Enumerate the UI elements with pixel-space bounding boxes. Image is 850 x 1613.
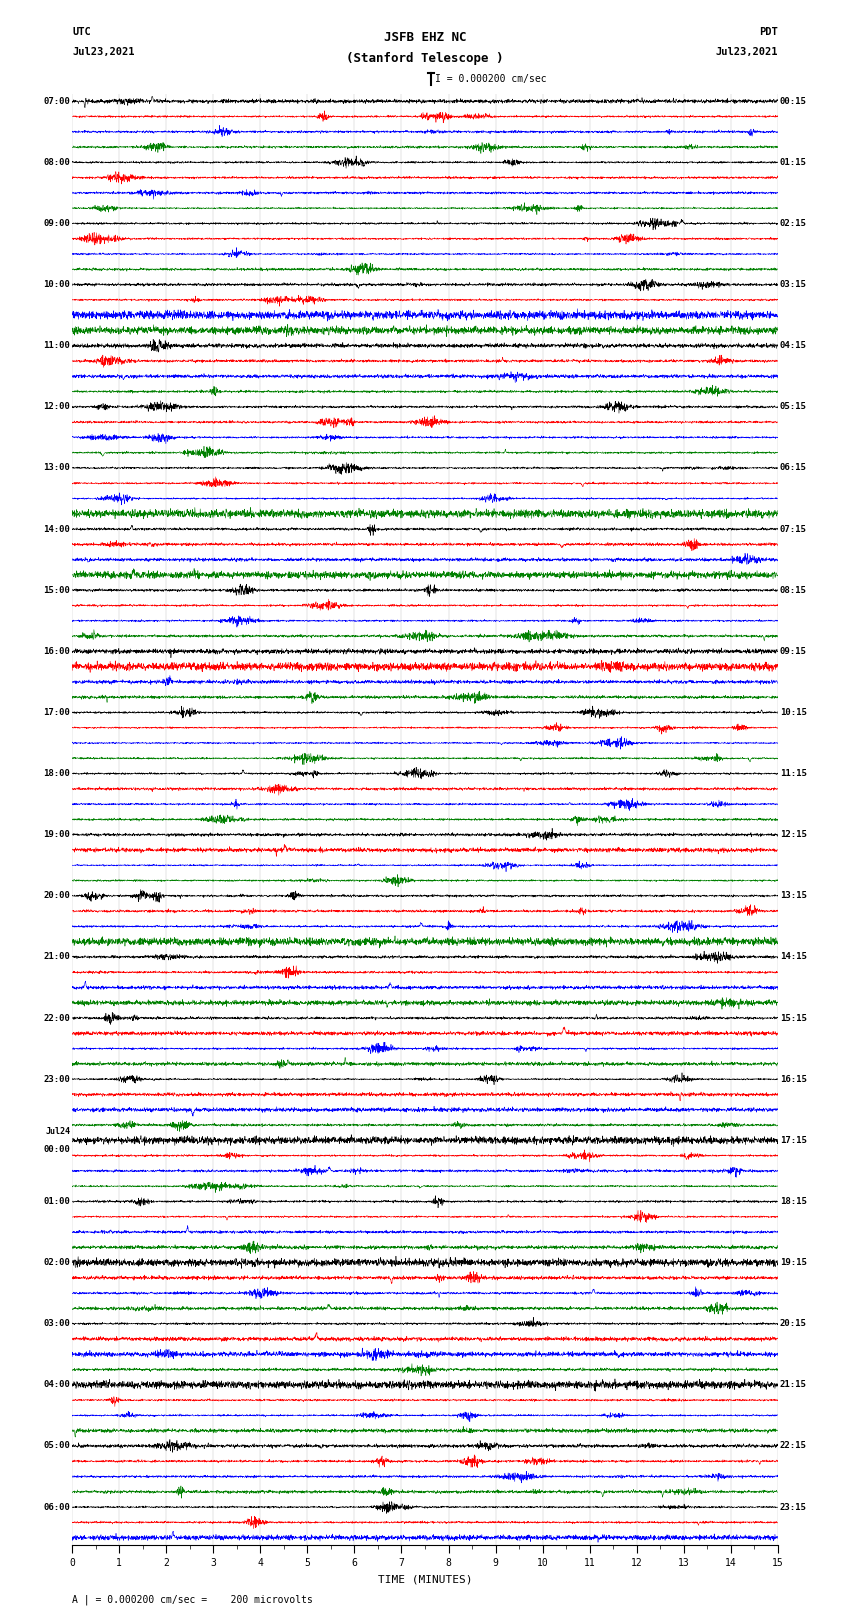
Text: 23:15: 23:15 xyxy=(779,1503,807,1511)
Text: 10:00: 10:00 xyxy=(43,281,71,289)
Text: 13:00: 13:00 xyxy=(43,463,71,473)
Text: 04:15: 04:15 xyxy=(779,342,807,350)
Text: 00:00: 00:00 xyxy=(43,1145,71,1153)
Text: 01:15: 01:15 xyxy=(779,158,807,166)
Text: A | = 0.000200 cm/sec =    200 microvolts: A | = 0.000200 cm/sec = 200 microvolts xyxy=(72,1595,313,1605)
Text: 12:00: 12:00 xyxy=(43,402,71,411)
Text: 16:15: 16:15 xyxy=(779,1074,807,1084)
Text: 00:15: 00:15 xyxy=(779,97,807,106)
Text: 02:00: 02:00 xyxy=(43,1258,71,1268)
Text: 06:15: 06:15 xyxy=(779,463,807,473)
Text: 11:15: 11:15 xyxy=(779,769,807,777)
Text: 04:00: 04:00 xyxy=(43,1381,71,1389)
Text: (Stanford Telescope ): (Stanford Telescope ) xyxy=(346,52,504,65)
Text: Jul23,2021: Jul23,2021 xyxy=(715,47,778,56)
Text: 07:00: 07:00 xyxy=(43,97,71,106)
Text: 16:00: 16:00 xyxy=(43,647,71,656)
Text: 05:00: 05:00 xyxy=(43,1442,71,1450)
Text: 09:00: 09:00 xyxy=(43,219,71,227)
Text: 19:15: 19:15 xyxy=(779,1258,807,1268)
Text: 14:15: 14:15 xyxy=(779,952,807,961)
Text: JSFB EHZ NC: JSFB EHZ NC xyxy=(383,31,467,44)
Text: 07:15: 07:15 xyxy=(779,524,807,534)
Text: 09:15: 09:15 xyxy=(779,647,807,656)
Text: 10:15: 10:15 xyxy=(779,708,807,716)
Text: 08:15: 08:15 xyxy=(779,586,807,595)
Text: 17:00: 17:00 xyxy=(43,708,71,716)
Text: 08:00: 08:00 xyxy=(43,158,71,166)
Text: 19:00: 19:00 xyxy=(43,831,71,839)
Text: I = 0.000200 cm/sec: I = 0.000200 cm/sec xyxy=(435,74,547,84)
Text: 02:15: 02:15 xyxy=(779,219,807,227)
X-axis label: TIME (MINUTES): TIME (MINUTES) xyxy=(377,1574,473,1584)
Text: 21:00: 21:00 xyxy=(43,952,71,961)
Text: 22:15: 22:15 xyxy=(779,1442,807,1450)
Text: 14:00: 14:00 xyxy=(43,524,71,534)
Text: 21:15: 21:15 xyxy=(779,1381,807,1389)
Text: 12:15: 12:15 xyxy=(779,831,807,839)
Text: 11:00: 11:00 xyxy=(43,342,71,350)
Text: 20:00: 20:00 xyxy=(43,892,71,900)
Text: 01:00: 01:00 xyxy=(43,1197,71,1207)
Text: 13:15: 13:15 xyxy=(779,892,807,900)
Text: PDT: PDT xyxy=(759,27,778,37)
Text: 17:15: 17:15 xyxy=(779,1136,807,1145)
Text: 18:15: 18:15 xyxy=(779,1197,807,1207)
Text: Jul23,2021: Jul23,2021 xyxy=(72,47,135,56)
Text: 20:15: 20:15 xyxy=(779,1319,807,1327)
Text: 03:00: 03:00 xyxy=(43,1319,71,1327)
Text: 23:00: 23:00 xyxy=(43,1074,71,1084)
Text: 06:00: 06:00 xyxy=(43,1503,71,1511)
Text: UTC: UTC xyxy=(72,27,91,37)
Text: 15:00: 15:00 xyxy=(43,586,71,595)
Text: 22:00: 22:00 xyxy=(43,1013,71,1023)
Text: 18:00: 18:00 xyxy=(43,769,71,777)
Text: 15:15: 15:15 xyxy=(779,1013,807,1023)
Text: 05:15: 05:15 xyxy=(779,402,807,411)
Text: 03:15: 03:15 xyxy=(779,281,807,289)
Text: Jul24: Jul24 xyxy=(45,1127,71,1136)
